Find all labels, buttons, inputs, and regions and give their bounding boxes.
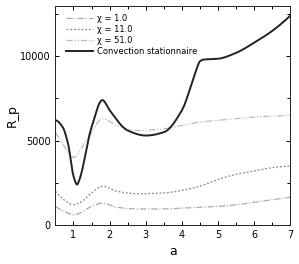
χ = 1.0 xyxy=(237,203,241,206)
χ = 11.0 xyxy=(215,178,219,181)
χ = 11.0 xyxy=(54,190,57,193)
χ = 11.0 xyxy=(149,192,152,195)
χ = 51.0 xyxy=(241,116,245,120)
χ = 51.0 xyxy=(289,114,292,117)
X-axis label: a: a xyxy=(169,246,177,258)
Convection stationnaire xyxy=(54,119,57,122)
χ = 51.0 xyxy=(72,156,75,159)
χ = 1.0 xyxy=(215,205,219,208)
χ = 1.0 xyxy=(241,202,245,205)
Y-axis label: R_p: R_p xyxy=(6,104,19,127)
Convection stationnaire xyxy=(237,50,241,53)
Convection stationnaire xyxy=(78,178,81,181)
Convection stationnaire xyxy=(215,57,219,60)
χ = 11.0 xyxy=(72,203,75,206)
χ = 11.0 xyxy=(241,171,245,175)
χ = 51.0 xyxy=(237,117,241,120)
Line: χ = 51.0: χ = 51.0 xyxy=(55,115,290,158)
χ = 51.0 xyxy=(149,128,152,131)
Legend: χ = 1.0, χ = 11.0, χ = 51.0, Convection stationnaire: χ = 1.0, χ = 11.0, χ = 51.0, Convection … xyxy=(64,12,199,58)
χ = 1.0 xyxy=(157,208,161,211)
χ = 51.0 xyxy=(157,128,161,131)
χ = 11.0 xyxy=(78,201,81,204)
Line: χ = 1.0: χ = 1.0 xyxy=(55,197,290,215)
χ = 11.0 xyxy=(289,164,292,168)
χ = 1.0 xyxy=(289,196,292,199)
χ = 1.0 xyxy=(149,208,152,211)
χ = 11.0 xyxy=(157,192,161,195)
Line: χ = 11.0: χ = 11.0 xyxy=(55,166,290,205)
Convection stationnaire xyxy=(75,183,79,186)
χ = 51.0 xyxy=(54,131,57,134)
Convection stationnaire xyxy=(157,132,161,135)
χ = 51.0 xyxy=(78,149,81,152)
χ = 51.0 xyxy=(215,119,219,122)
Convection stationnaire xyxy=(289,14,292,17)
Convection stationnaire xyxy=(149,134,152,137)
Line: Convection stationnaire: Convection stationnaire xyxy=(55,16,290,185)
Convection stationnaire xyxy=(241,48,245,51)
χ = 1.0 xyxy=(78,212,81,215)
χ = 1.0 xyxy=(72,213,75,216)
χ = 1.0 xyxy=(54,205,57,208)
χ = 11.0 xyxy=(237,172,241,175)
